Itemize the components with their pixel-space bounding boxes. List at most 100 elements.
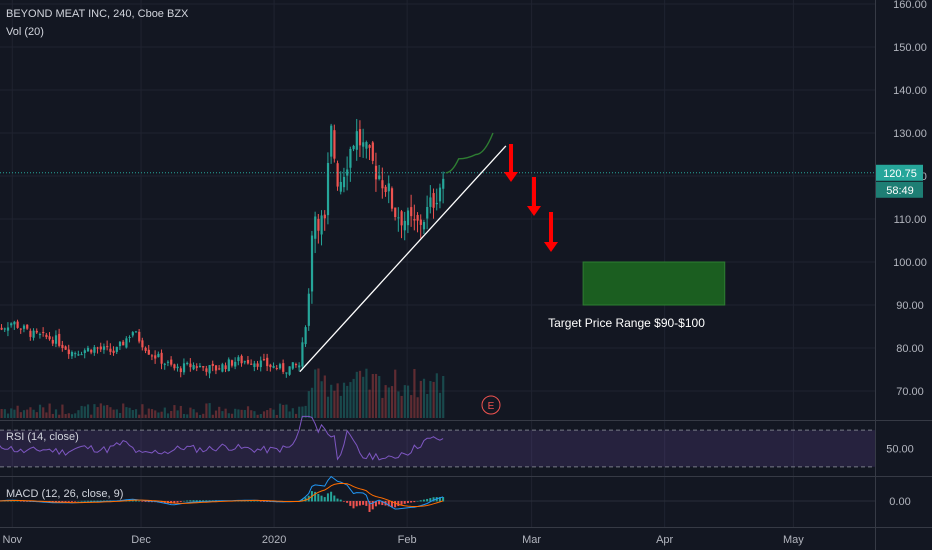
macd-histogram-bar <box>365 501 368 506</box>
volume-bar <box>179 405 182 418</box>
volume-bar <box>29 407 32 418</box>
candle-body <box>323 214 326 219</box>
time-axis-tick: Apr <box>656 534 673 546</box>
candle-body <box>288 366 291 375</box>
volume-bar <box>70 414 74 418</box>
macd-histogram-bar <box>134 500 137 502</box>
candle-body <box>237 357 240 362</box>
volume-bar <box>192 409 195 418</box>
candle-body <box>138 331 141 342</box>
volume-bar <box>138 414 141 418</box>
macd-histogram-bar <box>262 501 265 502</box>
candle-body <box>262 359 266 361</box>
volume-bar <box>349 382 352 418</box>
candle-body <box>3 328 6 330</box>
candle-body <box>42 332 45 334</box>
macd-legend[interactable]: MACD (12, 26, close, 9) <box>6 488 124 500</box>
volume-bar <box>0 409 3 418</box>
candle-body <box>365 142 368 149</box>
candle-body <box>342 176 346 188</box>
volume-bar <box>416 397 419 418</box>
volume-bar <box>3 409 6 418</box>
volume-bar <box>387 387 390 418</box>
candle-body <box>10 323 13 326</box>
volume-bar <box>74 413 77 418</box>
candle-body <box>269 364 272 368</box>
candle-body <box>86 347 90 352</box>
macd-histogram-bar <box>86 500 89 502</box>
candle-body <box>390 188 394 209</box>
volume-legend[interactable]: Vol (20) <box>6 26 44 38</box>
volume-bar <box>86 404 90 418</box>
volume-bar <box>314 369 317 418</box>
volume-bar <box>80 405 83 418</box>
volume-bar <box>173 405 176 418</box>
candle-body <box>22 325 26 329</box>
macd-histogram-bar <box>58 501 61 502</box>
candle-body <box>253 363 256 368</box>
volume-bar <box>19 412 22 418</box>
candle-body <box>90 349 93 353</box>
rsi-legend[interactable]: RSI (14, close) <box>6 431 79 443</box>
candle-body <box>419 219 422 225</box>
candle-body <box>326 162 330 216</box>
volume-bar <box>285 404 288 418</box>
volume-bar <box>90 414 93 418</box>
volume-bar <box>339 395 342 418</box>
down-arrow-head <box>544 242 558 252</box>
macd-histogram-bar <box>19 501 22 502</box>
volume-bar <box>157 412 160 418</box>
volume-bar <box>320 381 323 418</box>
volume-bar <box>304 405 307 418</box>
macd-histogram-bar <box>77 500 80 502</box>
volume-bar <box>128 407 131 418</box>
candle-body <box>358 129 362 146</box>
volume-bar <box>237 409 240 418</box>
candle-body <box>435 202 438 205</box>
candle-body <box>410 207 413 217</box>
macd-histogram-bar <box>426 498 429 502</box>
macd-axis-tick: 0.00 <box>889 496 910 508</box>
volume-bar <box>298 406 301 418</box>
candle-body <box>403 220 406 231</box>
macd-histogram-bar <box>16 500 19 502</box>
volume-bar <box>400 395 403 418</box>
macd-histogram-bar <box>378 501 381 505</box>
candle-body <box>77 354 80 356</box>
macd-histogram-bar <box>176 501 179 503</box>
volume-bar <box>330 384 333 418</box>
macd-histogram-bar <box>336 498 339 502</box>
candle-body <box>214 365 218 371</box>
time-axis-tick: Dec <box>131 534 151 546</box>
candle-body <box>243 361 246 363</box>
candle-body <box>301 342 304 367</box>
macd-histogram-bar <box>202 500 205 502</box>
macd-histogram-bar <box>339 499 342 502</box>
candle-body <box>400 211 403 226</box>
volume-bar <box>390 386 394 418</box>
last-price-tag <box>876 164 923 181</box>
candle-body <box>310 235 314 292</box>
candle-body <box>128 337 131 339</box>
macd-histogram-bar <box>394 501 397 508</box>
macd-histogram-bar <box>397 501 400 507</box>
down-arrow-shaft <box>549 212 553 243</box>
volume-bar <box>195 412 198 418</box>
volume-bar <box>99 403 102 418</box>
volume-bar <box>22 410 26 418</box>
chart-title[interactable]: BEYOND MEAT INC, 240, Cboe BZX <box>6 8 189 20</box>
candle-body <box>179 368 182 373</box>
macd-histogram-bar <box>387 501 390 507</box>
volume-bar <box>48 403 51 418</box>
volume-bar <box>227 413 230 418</box>
candle-body <box>221 364 224 372</box>
macd-histogram-bar <box>358 501 361 506</box>
volume-bar <box>256 414 259 418</box>
candle-body <box>157 353 160 358</box>
volume-bar <box>435 373 438 418</box>
volume-bar <box>426 393 429 418</box>
volume-bar <box>352 378 355 418</box>
macd-histogram-bar <box>160 501 163 503</box>
macd-histogram-bar <box>179 501 182 502</box>
